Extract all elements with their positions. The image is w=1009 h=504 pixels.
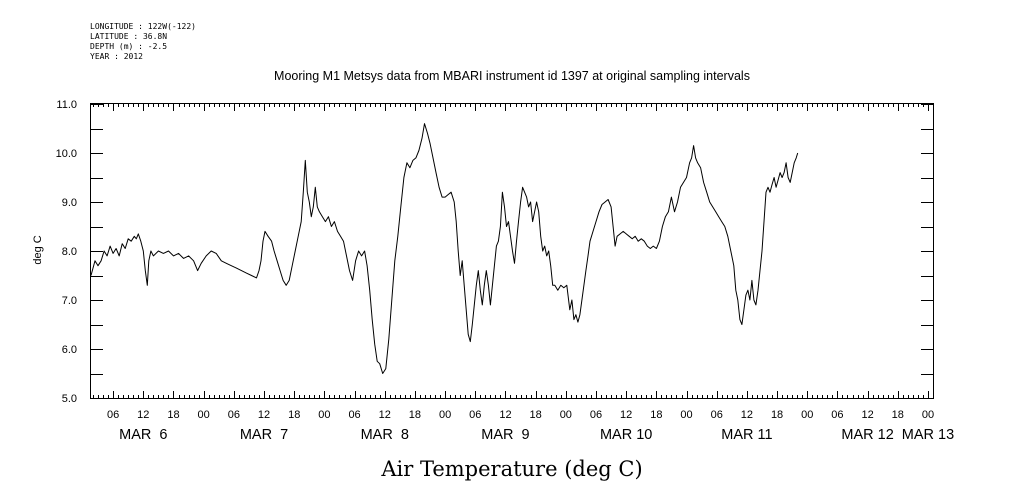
x-tick-label: 12 [137, 409, 149, 421]
x-tick-label: 00 [560, 409, 572, 421]
date-label: MAR 9 [481, 427, 529, 443]
x-tick-label: 12 [741, 409, 753, 421]
x-tick-label: 00 [318, 409, 330, 421]
x-axis-label: Air Temperature (deg C) [380, 457, 642, 481]
x-tick-label: 12 [379, 409, 391, 421]
x-tick-label: 00 [801, 409, 813, 421]
x-tick-labels: 06 12 18 00 06 12 18 00 06 12 18 00 06 12 18 00 06 12 18 00… [107, 409, 934, 421]
y-tick-labels: 5.0 6.0 7.0 8.0 9.0 10.0 11.0 [56, 99, 77, 405]
x-tick-label: 00 [680, 409, 692, 421]
date-label: MAR 13 [902, 427, 954, 443]
x-tick-label: 00 [198, 409, 210, 421]
x-tick-label: 18 [409, 409, 421, 421]
date-label: MAR 10 [600, 427, 652, 443]
y-tick-label: 5.0 [62, 393, 77, 405]
date-label: MAR 12 [841, 427, 893, 443]
metadata-longitude: LONGITUDE : 122W(-122) [90, 22, 196, 31]
x-tick-label: 18 [650, 409, 662, 421]
series-line-air-temperature [90, 123, 799, 374]
x-tick-label: 06 [107, 409, 119, 421]
x-tick-label: 06 [228, 409, 240, 421]
x-tick-label: 06 [831, 409, 843, 421]
x-tick-label: 18 [771, 409, 783, 421]
x-tick-label: 06 [711, 409, 723, 421]
date-label: MAR 8 [361, 427, 409, 443]
x-tick-label: 06 [469, 409, 481, 421]
x-tick-label: 00 [922, 409, 934, 421]
date-label: MAR 6 [119, 427, 167, 443]
x-tick-label: 12 [258, 409, 270, 421]
x-tick-label: 06 [590, 409, 602, 421]
plot-frame [90, 103, 934, 399]
x-tick-label: 18 [167, 409, 179, 421]
x-tick-label: 18 [530, 409, 542, 421]
x-tick-label: 18 [288, 409, 300, 421]
x-tick-label: 00 [439, 409, 451, 421]
metadata-block: LONGITUDE : 122W(-122) LATITUDE : 36.8N … [90, 22, 196, 61]
y-tick-label: 7.0 [62, 295, 77, 307]
date-label: MAR 11 [721, 427, 772, 443]
metadata-depth: DEPTH (m) : -2.5 [90, 42, 167, 51]
metadata-year: YEAR : 2012 [90, 52, 143, 61]
date-labels: MAR 6 MAR 7 MAR 8 MAR 9 MAR 10 MAR 11 MAR 12 MA… [119, 427, 954, 443]
metadata-latitude: LATITUDE : 36.8N [90, 32, 167, 41]
x-tick-label: 18 [892, 409, 904, 421]
date-label: MAR 7 [240, 427, 288, 443]
y-tick-label: 10.0 [56, 148, 77, 160]
y-tick-label: 9.0 [62, 197, 77, 209]
x-tick-label: 12 [620, 409, 632, 421]
y-tick-label: 8.0 [62, 246, 77, 258]
y-axis-label: deg C [32, 235, 44, 264]
axis-ticks [91, 104, 934, 399]
x-tick-label: 12 [861, 409, 873, 421]
chart-title: Mooring M1 Metsys data from MBARI instru… [274, 69, 750, 83]
x-tick-label: 12 [499, 409, 511, 421]
y-tick-label: 6.0 [62, 344, 77, 356]
y-tick-label: 11.0 [56, 99, 77, 111]
x-tick-label: 06 [348, 409, 360, 421]
